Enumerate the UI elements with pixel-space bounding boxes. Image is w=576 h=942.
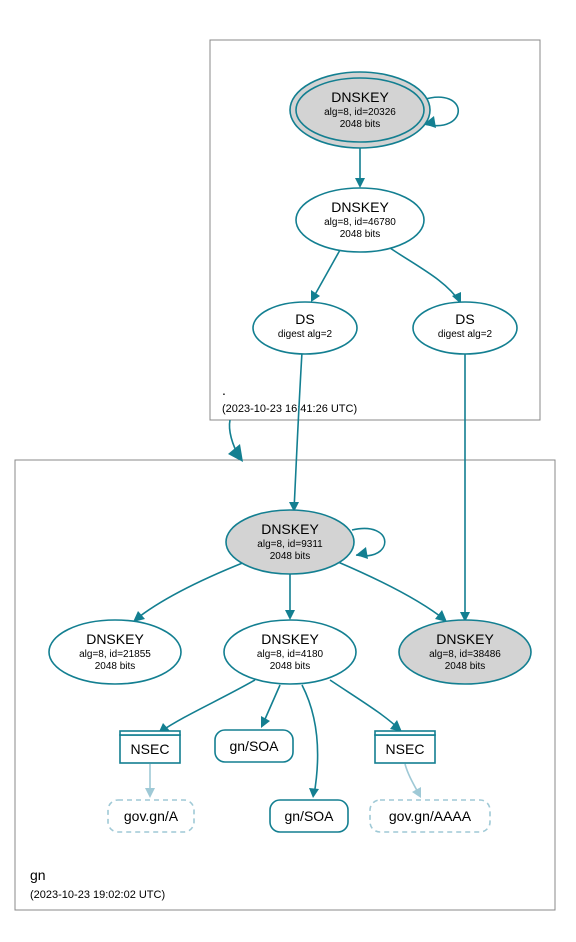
node-nsec1: NSEC (120, 731, 180, 763)
svg-text:2048 bits: 2048 bits (340, 229, 381, 240)
svg-text:DNSKEY: DNSKEY (331, 89, 389, 105)
svg-text:2048 bits: 2048 bits (270, 551, 311, 562)
svg-text:2048 bits: 2048 bits (445, 661, 486, 672)
svg-text:2048 bits: 2048 bits (95, 661, 136, 672)
node-root-zsk: DNSKEY alg=8, id=46780 2048 bits (296, 188, 424, 252)
edge-gnksk-self (352, 528, 385, 555)
edge-zsk2-nsec2 (330, 680, 400, 730)
zone-ts-root: (2023-10-23 16:41:26 UTC) (222, 403, 357, 415)
edge-dsleft-gnksk (294, 352, 302, 510)
svg-text:alg=8, id=9311: alg=8, id=9311 (257, 539, 323, 550)
edge-zsk2-soa2 (302, 685, 318, 795)
edge-zsk2-nsec1 (160, 680, 255, 732)
svg-text:alg=8, id=46780: alg=8, id=46780 (324, 217, 396, 228)
svg-text:digest alg=2: digest alg=2 (278, 329, 333, 340)
svg-text:DS: DS (455, 311, 474, 327)
svg-text:gn/SOA: gn/SOA (229, 738, 279, 754)
node-soa1: gn/SOA (215, 730, 293, 762)
zone-label-root: . (222, 382, 226, 398)
svg-text:alg=8, id=20326: alg=8, id=20326 (324, 107, 396, 118)
svg-text:DNSKEY: DNSKEY (436, 631, 494, 647)
svg-text:digest alg=2: digest alg=2 (438, 329, 493, 340)
node-gn-zsk1: DNSKEY alg=8, id=21855 2048 bits (49, 620, 181, 684)
svg-text:gov.gn/A: gov.gn/A (124, 808, 179, 824)
arrow-gnksk-zsk1 (133, 611, 145, 622)
svg-text:alg=8, id=21855: alg=8, id=21855 (79, 649, 151, 660)
svg-text:DNSKEY: DNSKEY (86, 631, 144, 647)
svg-text:alg=8, id=4180: alg=8, id=4180 (257, 649, 324, 660)
arrow-nsec1-a (145, 788, 155, 798)
node-gn-zsk2: DNSKEY alg=8, id=4180 2048 bits (224, 620, 356, 684)
svg-text:2048 bits: 2048 bits (270, 661, 311, 672)
node-gn-zsk3: DNSKEY alg=8, id=38486 2048 bits (399, 620, 531, 684)
arrow-gnksk-zsk2 (285, 610, 295, 620)
svg-text:gn/SOA: gn/SOA (284, 808, 334, 824)
svg-text:DS: DS (295, 311, 314, 327)
edge-rootzsk-dsright (390, 248, 460, 302)
svg-text:DNSKEY: DNSKEY (261, 631, 319, 647)
edge-rootzsk-dsleft (312, 250, 340, 300)
arrow-zone-delegation (228, 444, 243, 462)
node-ds-right: DS digest alg=2 (413, 302, 517, 354)
node-soa2: gn/SOA (270, 800, 348, 832)
node-aaaa-record: gov.gn/AAAA (370, 800, 490, 832)
node-nsec2: NSEC (375, 731, 435, 763)
arrow-rootzsk-dsleft (311, 290, 320, 302)
svg-text:DNSKEY: DNSKEY (331, 199, 389, 215)
svg-text:NSEC: NSEC (131, 741, 170, 757)
svg-text:DNSKEY: DNSKEY (261, 521, 319, 537)
zone-ts-gn: (2023-10-23 19:02:02 UTC) (30, 889, 165, 901)
arrow-gnksk-self (356, 547, 368, 559)
arrow-rootksk-rootzsk (355, 178, 365, 188)
arrow-zsk2-soa2 (309, 788, 319, 798)
edge-gnksk-zsk3 (338, 562, 445, 620)
arrow-gnksk-zsk3 (435, 610, 447, 622)
svg-text:2048 bits: 2048 bits (340, 119, 381, 130)
edge-gnksk-zsk1 (135, 562, 245, 620)
svg-text:alg=8, id=38486: alg=8, id=38486 (429, 649, 501, 660)
node-gn-ksk: DNSKEY alg=8, id=9311 2048 bits (226, 510, 354, 574)
node-a-record: gov.gn/A (108, 800, 194, 832)
node-root-ksk: DNSKEY alg=8, id=20326 2048 bits (290, 72, 430, 148)
node-ds-left: DS digest alg=2 (253, 302, 357, 354)
svg-text:NSEC: NSEC (386, 741, 425, 757)
zone-label-gn: gn (30, 867, 46, 883)
svg-text:gov.gn/AAAA: gov.gn/AAAA (389, 808, 472, 824)
